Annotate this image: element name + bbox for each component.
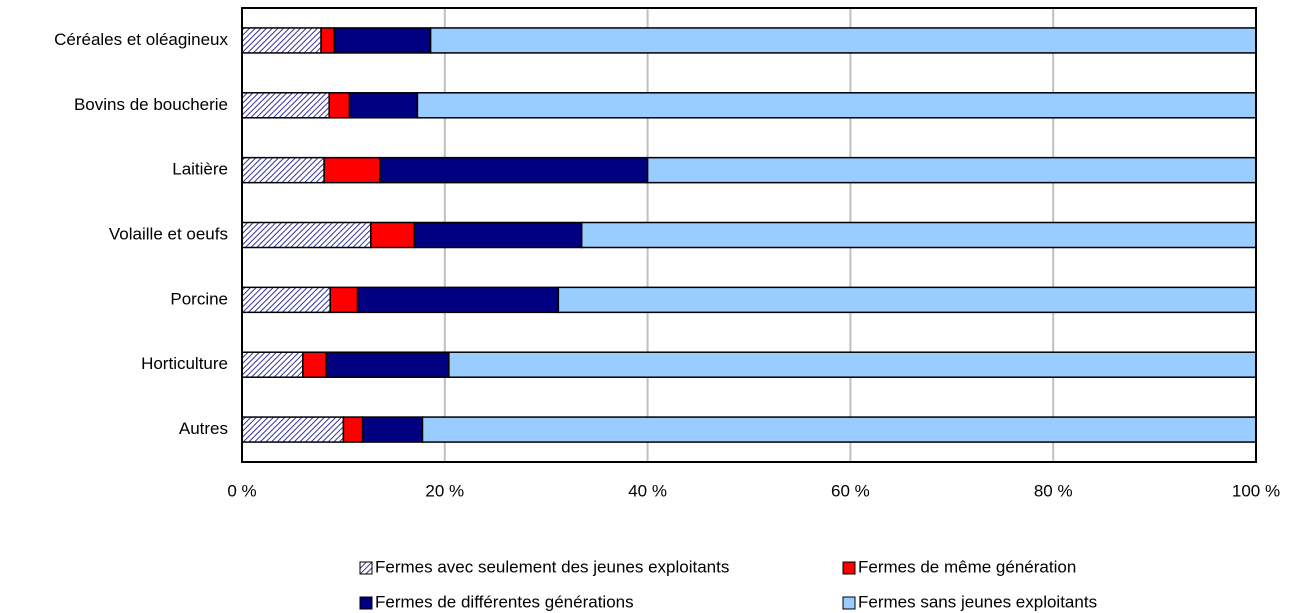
y-tick-label: Bovins de boucherie [74, 95, 228, 114]
bar-segment [333, 27, 432, 54]
y-tick-label: Horticulture [141, 354, 228, 373]
bar-segment [580, 221, 1257, 249]
bar-segment [557, 286, 1257, 314]
legend-label: Fermes sans jeunes exploitants [858, 592, 1097, 611]
bar-segment [370, 221, 416, 249]
bar-segment [356, 286, 560, 314]
bar-segment [329, 286, 359, 314]
bar-segment [421, 416, 1257, 443]
y-tick-label: Porcine [170, 289, 228, 308]
y-tick-label: Céréales et oléagineux [54, 30, 228, 49]
bar-segment [361, 416, 424, 443]
bar-segment [328, 92, 351, 119]
x-tick-label: 60 % [831, 481, 870, 500]
bar-segment [302, 351, 327, 378]
plot-border [241, 7, 1257, 463]
bar-segment [325, 351, 450, 378]
bar-segment [241, 351, 304, 378]
bar-segment [241, 416, 345, 443]
legend-label: Fermes de différentes générations [375, 592, 634, 611]
y-tick-label: Volaille et oeufs [109, 224, 228, 243]
x-tick-label: 0 % [227, 481, 256, 500]
bar-segment [413, 221, 583, 249]
bar-segment [241, 92, 330, 119]
legend-swatch [359, 596, 373, 610]
bar-segment [646, 156, 1257, 184]
bar-segment [241, 27, 322, 54]
legend-swatch [359, 561, 373, 575]
bar-segment [241, 221, 372, 249]
bar-segment [429, 27, 1257, 54]
x-tick-label: 40 % [628, 481, 667, 500]
legend-label: Fermes avec seulement des jeunes exploit… [375, 557, 729, 576]
legend-swatch [842, 596, 856, 610]
bar-segment [323, 156, 381, 184]
bar-segment [342, 416, 364, 443]
bar-segment [379, 156, 649, 184]
legend-label: Fermes de même génération [858, 557, 1076, 576]
legend-swatch [842, 561, 856, 575]
bar-segment [416, 92, 1257, 119]
bar-segment [241, 156, 325, 184]
x-tick-label: 20 % [425, 481, 464, 500]
bar-segment [241, 286, 331, 314]
y-tick-label: Laitière [172, 160, 228, 179]
bar-segment [320, 27, 336, 54]
x-tick-label: 100 % [1232, 481, 1280, 500]
bar-segment [348, 92, 419, 119]
bar-segment [448, 351, 1257, 378]
y-tick-label: Autres [179, 419, 228, 438]
x-tick-label: 80 % [1034, 481, 1073, 500]
